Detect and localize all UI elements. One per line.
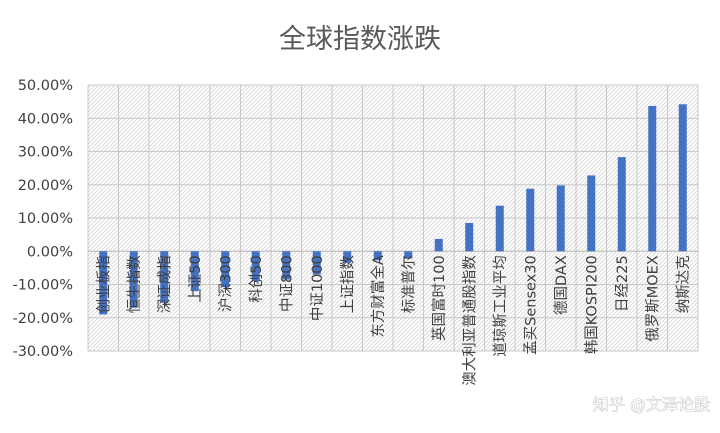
bar [99, 251, 108, 315]
category-label: 恒生指数 [126, 255, 143, 313]
bar [129, 251, 138, 308]
bars [99, 104, 687, 315]
bar [556, 185, 565, 252]
category-label: 德国DAX [553, 255, 570, 315]
bar [495, 205, 504, 252]
bar [373, 251, 382, 261]
y-tick-label: 20.00% [18, 178, 73, 194]
y-tick-label: 40.00% [18, 111, 73, 127]
category-label: 澳大利亚普通股指数 [461, 255, 478, 386]
y-tick-label: 50.00% [18, 78, 73, 94]
gridlines [87, 84, 699, 352]
y-tick-label: 0.00% [27, 244, 73, 260]
category-label: 中证800 [278, 255, 295, 312]
bar [221, 251, 230, 288]
category-label: 日经225 [614, 255, 631, 312]
bar [312, 251, 321, 275]
bar [190, 251, 199, 292]
category-label: 东方财富全A [369, 255, 387, 337]
bar [465, 222, 474, 252]
category-label: 上证指数 [339, 255, 356, 313]
category-label: 创业板指 [94, 255, 112, 313]
category-label: 英国富时100 [430, 255, 448, 341]
y-tick-label: -10.00% [12, 278, 73, 294]
category-label: 标准普尔 [400, 255, 417, 313]
bar [648, 105, 657, 252]
y-tick-label: 30.00% [18, 145, 73, 161]
bar [587, 175, 596, 252]
category-label: 深证成指 [156, 255, 173, 313]
y-axis: -30.00% -20.00% -10.00% 0.00% 10.00% 20.00% 30… [12, 78, 73, 360]
bar [434, 238, 443, 252]
bar [343, 251, 352, 263]
y-tick-label: 10.00% [18, 211, 73, 227]
category-label: 上证50 [187, 255, 204, 302]
x-axis: 创业板指 恒生指数 深证成指 上证50 沪深300 科创50 中证800 中证1000 上证指数… [94, 255, 692, 386]
bar [678, 104, 687, 252]
category-label: 俄罗斯MOEX [644, 255, 661, 342]
chart-title: 全球指数涨跌 [279, 24, 441, 55]
bar [251, 251, 260, 282]
category-label: 纳斯达克 [675, 255, 692, 313]
bar [404, 251, 413, 259]
category-label: 沪深300 [217, 255, 234, 312]
category-label: 道琼斯工业平均 [492, 255, 509, 357]
category-label: 韩国KOSPI200 [583, 255, 600, 354]
y-tick-label: -20.00% [12, 311, 73, 327]
category-label: 孟买Sensex30 [522, 255, 539, 355]
bar [282, 251, 291, 280]
category-label: 科创50 [248, 255, 265, 302]
bar [526, 188, 535, 252]
bar [617, 157, 626, 252]
category-label: 中证1000 [309, 255, 326, 321]
bar [160, 251, 169, 303]
watermark: 知乎 @文泽论股 [593, 395, 710, 414]
y-tick-label: -30.00% [12, 344, 73, 360]
